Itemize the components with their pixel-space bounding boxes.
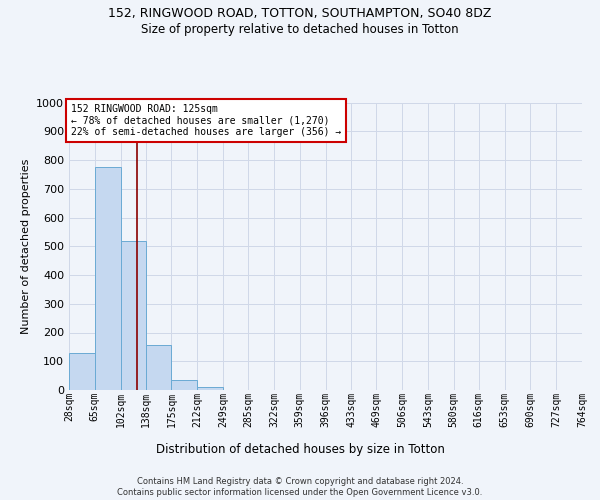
Y-axis label: Number of detached properties: Number of detached properties [20,158,31,334]
Text: Distribution of detached houses by size in Totton: Distribution of detached houses by size … [155,442,445,456]
Bar [95,167,121,390]
Bar [69,352,95,390]
Bar [197,387,223,390]
Bar [121,240,146,390]
Text: 152, RINGWOOD ROAD, TOTTON, SOUTHAMPTON, SO40 8DZ: 152, RINGWOOD ROAD, TOTTON, SOUTHAMPTON,… [109,8,491,20]
Text: 152 RINGWOOD ROAD: 125sqm
← 78% of detached houses are smaller (1,270)
22% of se: 152 RINGWOOD ROAD: 125sqm ← 78% of detac… [71,104,341,137]
Bar [172,380,197,390]
Text: Contains HM Land Registry data © Crown copyright and database right 2024.
Contai: Contains HM Land Registry data © Crown c… [118,478,482,497]
Bar [146,346,172,390]
Text: Size of property relative to detached houses in Totton: Size of property relative to detached ho… [141,22,459,36]
